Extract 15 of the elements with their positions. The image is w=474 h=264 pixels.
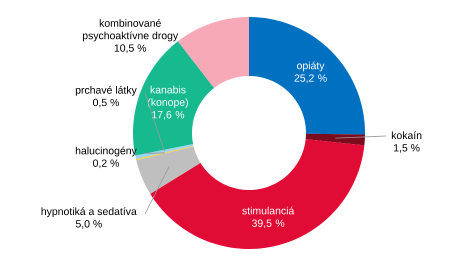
data-label: 0,2 % bbox=[93, 159, 119, 168]
data-label: 0,5 % bbox=[93, 98, 119, 108]
slice-label: stimulanciá bbox=[242, 206, 294, 214]
data-label: 1,5 % bbox=[394, 144, 420, 153]
slice-label: prchavé látky bbox=[76, 86, 137, 96]
data-label: 5,0 % bbox=[76, 220, 102, 229]
slice-label: kombinované psychoaktívne drogy bbox=[82, 19, 178, 42]
slice-label: opiáty bbox=[297, 61, 324, 72]
slice-label: kokaín bbox=[392, 131, 422, 140]
data-label: 10,5 % bbox=[114, 44, 146, 53]
slice-label: kanabis (konope) bbox=[148, 86, 188, 108]
data-label: 39,5 % bbox=[252, 219, 284, 228]
data-label: 17,6 % bbox=[152, 110, 184, 120]
slice-label: hypnotiká a sedatíva bbox=[42, 207, 137, 218]
data-label: 25,2 % bbox=[294, 74, 327, 83]
